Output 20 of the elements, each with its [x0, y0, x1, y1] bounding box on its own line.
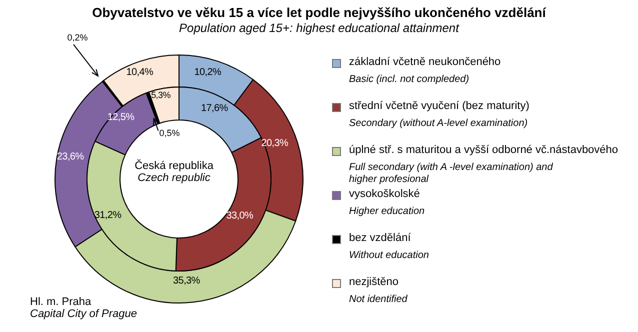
legend-label: střední včetně vyučení (bez maturity) Secondary (without A-level examination) [349, 100, 530, 130]
data-label: 23,6% [56, 151, 84, 162]
legend-label: bez vzdělání Without education [349, 232, 429, 262]
slice-label: Hl. m. Praha Capital City of Prague [30, 296, 137, 320]
legend-label: nezjištěno Not identified [349, 276, 408, 306]
data-label: 5,3% [151, 90, 171, 100]
data-label: 17,6% [201, 102, 228, 114]
data-label: 0,2% [67, 32, 88, 42]
legend-label: vysokoškolské Higher education [349, 188, 425, 218]
data-label: 35,3% [173, 275, 200, 286]
data-label: 10,2% [194, 66, 222, 78]
data-label: 10,4% [126, 67, 154, 78]
data-label: 33,0% [226, 210, 254, 222]
data-label: 31,2% [94, 210, 122, 221]
chart-title: Obyvatelstvo ve věku 15 a více let podle nejvyššího ukončeného vzdělání [91, 5, 548, 20]
legend-label: úplné stř. s maturitou a vyšší odborné vč.nástavbového Full secondary (with A -level examination) and higher profesional [349, 144, 618, 186]
slice-label: Česká republika Czech republic [134, 160, 214, 184]
chart-subtitle: Population aged 15+: highest educational attainment [179, 21, 459, 35]
data-label: 0,5% [159, 128, 180, 138]
legend-label: základní včetně neukončeného Basic (incl. not compleded) [349, 56, 501, 86]
